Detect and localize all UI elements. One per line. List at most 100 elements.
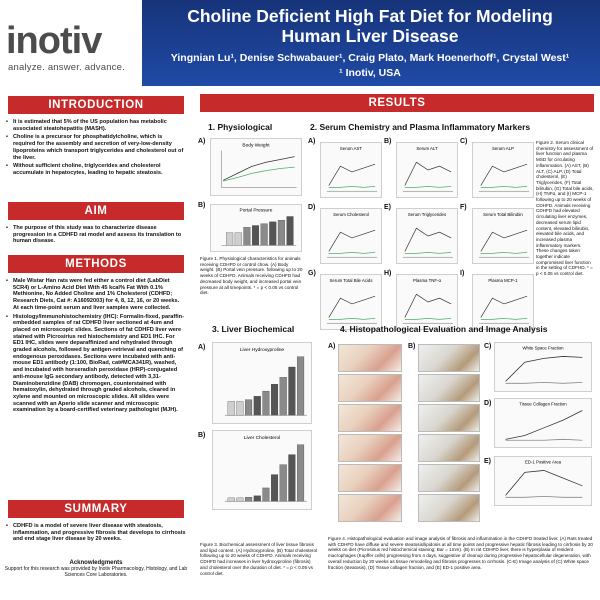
series-line <box>404 161 452 186</box>
series-line <box>404 293 452 318</box>
acknowledgments-text: Support for this research was provided b… <box>4 566 188 579</box>
series-line <box>404 318 452 320</box>
section-histopathology-heading: 4. Histopathological Evaluation and Imag… <box>340 324 548 334</box>
series-line <box>404 186 452 188</box>
bar <box>253 396 261 416</box>
affiliation: ¹ Inotiv, USA <box>339 67 401 79</box>
picrosirius-image <box>338 344 402 372</box>
chart-title: Liver Hydroxyproline <box>240 347 285 353</box>
bar <box>227 497 235 502</box>
chart-title: White Space Fraction <box>522 346 564 351</box>
figure-1-caption: Figure 1. Physiological characteristics … <box>200 256 303 296</box>
serum-chart: Serum Total Bile Acids <box>320 274 382 330</box>
panel-label-b: B) <box>198 202 206 209</box>
bar <box>262 487 270 502</box>
introduction-list: It is estimated that 5% of the US popula… <box>6 119 186 179</box>
methods-list: Male Wistar Han rats were fed either a c… <box>6 278 186 416</box>
ed1-image <box>418 374 480 402</box>
section-physiological-heading: 1. Physiological <box>208 122 273 132</box>
series-line <box>328 229 376 252</box>
section-serum-heading: 2. Serum Chemistry and Plasma Inflammato… <box>310 122 531 132</box>
chart-title: Serum AST <box>340 146 362 151</box>
tissue-collagen-fraction-chart: Tissue Collagen Fraction <box>494 398 592 448</box>
panel-label: G) <box>308 270 316 277</box>
ed1-image <box>418 404 480 432</box>
series-line <box>480 295 528 318</box>
chart-title: Serum Total Bile Acids <box>330 278 373 283</box>
section-liver-biochemical-heading: 3. Liver Biochemical <box>212 324 295 334</box>
acknowledgments-heading: Acknowledgments <box>69 560 123 566</box>
bar <box>288 366 296 416</box>
white-space-fraction-chart: White Space Fraction <box>494 342 592 392</box>
bar <box>236 401 244 416</box>
bar <box>297 356 305 416</box>
list-item: Male Wistar Han rats were fed either a c… <box>6 278 186 312</box>
chart-title: Serum Total Bilirubin <box>483 212 523 217</box>
chart-title: ED-1 Positive Area <box>525 460 562 465</box>
panel-label-c: C) <box>484 343 492 350</box>
series-line <box>328 318 376 320</box>
chart-title: Serum ALP <box>492 146 514 151</box>
serum-chart: Serum ALP <box>472 142 534 198</box>
panel-label-b: B) <box>408 343 416 350</box>
picrosirius-image <box>338 434 402 462</box>
bar <box>236 497 244 502</box>
panel-label-b: B) <box>198 432 206 439</box>
panel-label: F) <box>460 204 467 211</box>
logo-tagline: analyze. answer. advance. <box>8 62 125 73</box>
chart-title: Plasma MCP-1 <box>488 278 518 283</box>
bar <box>297 444 305 502</box>
serum-chart: Plasma MCP-1 <box>472 274 534 330</box>
panel-label-a: A) <box>328 343 336 350</box>
introduction-heading: INTRODUCTION <box>8 96 184 114</box>
summary-heading: SUMMARY <box>8 500 184 518</box>
chart-title: Serum Cholesterol <box>333 212 369 217</box>
serum-chart: Serum Total Bilirubin <box>472 208 534 264</box>
body-weight-chart: Body Weight <box>210 138 302 196</box>
poster-header: inotiv analyze. answer. advance. Choline… <box>0 0 600 86</box>
bar <box>226 232 234 246</box>
figure-3-caption: Figure 3. Biochemical assessment of live… <box>200 542 318 576</box>
liver-hydroxyproline-chart: Liver Hydroxyproline <box>212 342 312 424</box>
serum-chart: Serum ALT <box>396 142 458 198</box>
chart-title: Plasma TNF-α <box>413 278 441 283</box>
bar <box>288 454 296 502</box>
figure-2-caption: Figure 2. Serum clinical chemistry for a… <box>536 140 594 277</box>
series-line <box>404 227 452 252</box>
list-item: Choline is a precursor for phosphatidylc… <box>6 134 186 161</box>
ed1-image <box>418 344 480 372</box>
series-line <box>328 295 376 318</box>
series-line <box>404 252 452 254</box>
panel-label: A) <box>308 138 316 145</box>
series-line <box>223 166 295 182</box>
panel-label: I) <box>460 270 465 277</box>
summary-list: CDHFD is a model of severe liver disease… <box>6 523 186 545</box>
bar <box>227 401 235 416</box>
poster-title: Choline Deficient High Fat Diet for Mode… <box>150 6 590 46</box>
series-line <box>328 186 376 188</box>
series-line <box>480 229 528 252</box>
list-item: It is estimated that 5% of the US popula… <box>6 119 186 132</box>
bar <box>234 232 242 246</box>
title-line-2: Human Liver Disease <box>281 26 459 46</box>
bar <box>253 495 261 502</box>
list-item: The purpose of this study was to charact… <box>6 225 186 245</box>
panel-label: E) <box>384 204 391 211</box>
bar <box>245 399 253 416</box>
picrosirius-image <box>338 404 402 432</box>
ed1-positive-area-chart: ED-1 Positive Area <box>494 456 592 506</box>
serum-chart: Serum AST <box>320 142 382 198</box>
bar <box>271 384 279 416</box>
authors: Yingnian Lu¹, Denise Schwabauer¹, Craig … <box>170 52 570 64</box>
bar <box>279 377 287 416</box>
bar <box>260 223 268 246</box>
picrosirius-image <box>338 464 402 492</box>
chart-title: Serum Triglycerides <box>408 212 446 217</box>
portal-pressure-chart: Portal Pressure <box>210 204 302 252</box>
bar <box>245 497 253 502</box>
panel-label-a: A) <box>198 344 206 351</box>
title-line-1: Choline Deficient High Fat Diet for Mode… <box>187 6 553 26</box>
bar <box>279 464 287 502</box>
bar <box>243 227 251 246</box>
list-item: CDHFD is a model of severe liver disease… <box>6 523 186 543</box>
